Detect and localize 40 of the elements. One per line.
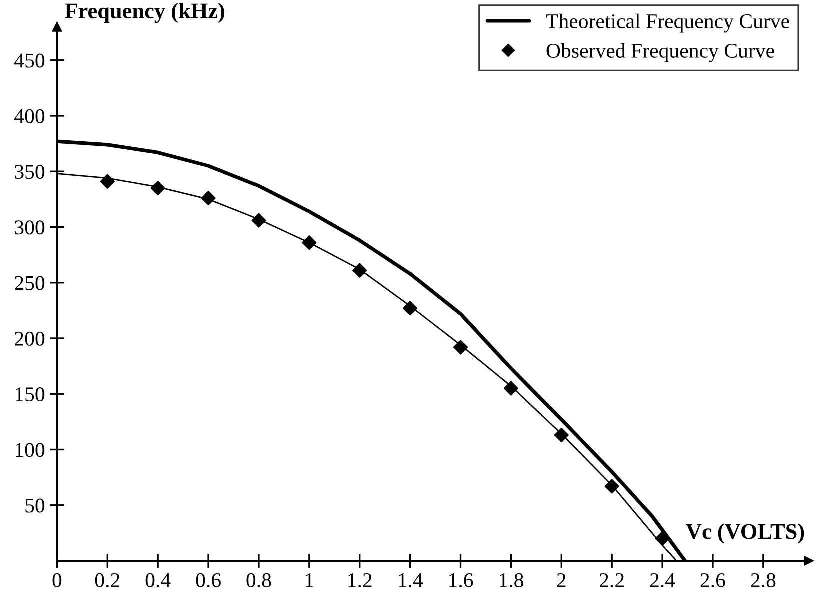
x-tick-label: 1.2 [348,573,372,588]
x-tick-label: 2.2 [600,573,624,588]
point [252,213,266,228]
y-tick-label: 150 [16,388,45,402]
x-tick-label: 0 [52,573,62,588]
x-tick-label: 2 [557,573,566,588]
y-axis-title: Frequency (kHz) [65,2,224,24]
point [150,181,166,196]
point [302,236,317,250]
y-tick-label: 250 [15,276,45,290]
x-tick-label: 0.8 [246,573,272,588]
point [453,340,468,355]
point [655,531,670,546]
x-axis-title: Vc (VOLTS) [686,524,804,544]
y-tick-label: 350 [15,165,45,180]
y-tick-label: 100 [16,443,45,458]
y-tick-label: 300 [15,220,45,235]
x-tick-label: 0.6 [196,573,221,588]
y-tick-label: 450 [14,54,45,68]
point [201,191,216,206]
point [100,174,115,189]
x-tick-label: 1.4 [399,574,424,588]
y-tick-label: 200 [15,332,45,346]
x-tick-label: 1.6 [450,573,474,588]
x-tick-label: 1.8 [500,573,524,588]
point [403,301,418,316]
legend-label: Theoretical Frequency Curve [546,14,790,33]
x-tick-label: 1 [306,574,314,588]
legend-label: Observed Frequency Curve [546,43,774,62]
y-tick-label: 400 [14,109,45,124]
point [604,479,620,494]
x-tick-label: 0.4 [146,573,171,588]
x-tick-label: 2.4 [650,573,676,588]
x-tick-label: 2.6 [700,573,726,588]
x-tick-label: 0.2 [95,573,120,588]
point [352,263,368,278]
x-tick-label: 2.8 [751,573,776,588]
point [554,428,569,443]
y-tick-label: 50 [26,498,45,513]
point [504,381,518,396]
